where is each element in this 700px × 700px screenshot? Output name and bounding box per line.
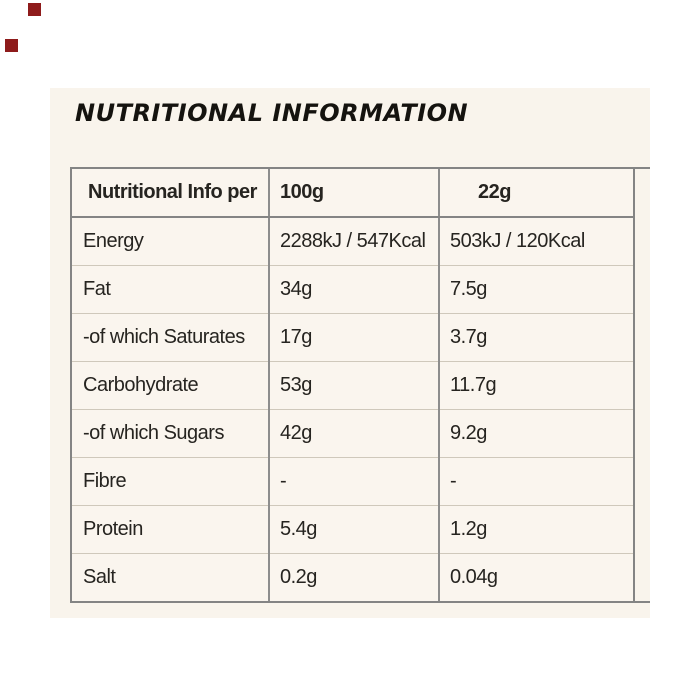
value-100g-cell: -: [269, 456, 440, 505]
value-22g-cell: 11.7g: [439, 360, 634, 409]
value-22g-cell: -: [439, 456, 634, 505]
nutrition-table-wrapper: Nutritional Info per 100g 22g Energy 2288…: [70, 167, 650, 603]
value-22g-cell: 1.2g: [439, 504, 634, 553]
row-label-cell: Fat: [71, 264, 270, 313]
row-label-cell: Energy: [71, 217, 270, 265]
section-title: NUTRITIONAL INFORMATION: [75, 99, 469, 127]
row-label-cell: Protein: [71, 504, 270, 553]
value-100g-cell: 53g: [269, 360, 440, 409]
row-label-cell: -of which Saturates: [71, 312, 270, 361]
value-22g-cell: 0.04g: [439, 552, 634, 601]
nutrition-panel: NUTRITIONAL INFORMATION Nutritional Info…: [50, 88, 650, 618]
header-cell-label: Nutritional Info per: [71, 169, 270, 218]
value-100g-cell: 2288kJ / 547Kcal: [269, 217, 440, 265]
row-label-cell: -of which Sugars: [71, 408, 270, 457]
value-100g-cell: 17g: [269, 312, 440, 361]
row-label-cell: Fibre: [71, 456, 270, 505]
row-label-cell: Salt: [71, 552, 270, 601]
value-100g-cell: 42g: [269, 408, 440, 457]
header-cell-per-100g: 100g: [269, 169, 440, 218]
table-row: Fat 34g 7.5g: [71, 264, 634, 313]
table-row: Carbohydrate 53g 11.7g: [71, 360, 634, 409]
table-row: Energy 2288kJ / 547Kcal 503kJ / 120Kcal: [71, 217, 634, 265]
value-22g-cell: 7.5g: [439, 264, 634, 313]
table-header-row: Nutritional Info per 100g 22g: [71, 169, 634, 218]
value-22g-cell: 503kJ / 120Kcal: [450, 229, 585, 252]
row-label-cell: Carbohydrate: [71, 360, 270, 409]
red-square-decoration-2: [5, 39, 18, 52]
header-cell-per-22g: 22g: [439, 169, 634, 218]
value-100g-cell: 0.2g: [269, 552, 440, 601]
nutrition-table: Nutritional Info per 100g 22g Energy 2288…: [70, 169, 635, 601]
value-100g-cell: 5.4g: [269, 504, 440, 553]
value-22g-cell: 3.7g: [439, 312, 634, 361]
table-row: Fibre - -: [71, 456, 634, 505]
table-row: Protein 5.4g 1.2g: [71, 504, 634, 553]
table-row: -of which Sugars 42g 9.2g: [71, 408, 634, 457]
value-100g-cell: 34g: [269, 264, 440, 313]
table-row: -of which Saturates 17g 3.7g: [71, 312, 634, 361]
table-row: Salt 0.2g 0.04g: [71, 552, 634, 601]
red-square-decoration-1: [28, 3, 41, 16]
value-22g-cell: 9.2g: [439, 408, 634, 457]
